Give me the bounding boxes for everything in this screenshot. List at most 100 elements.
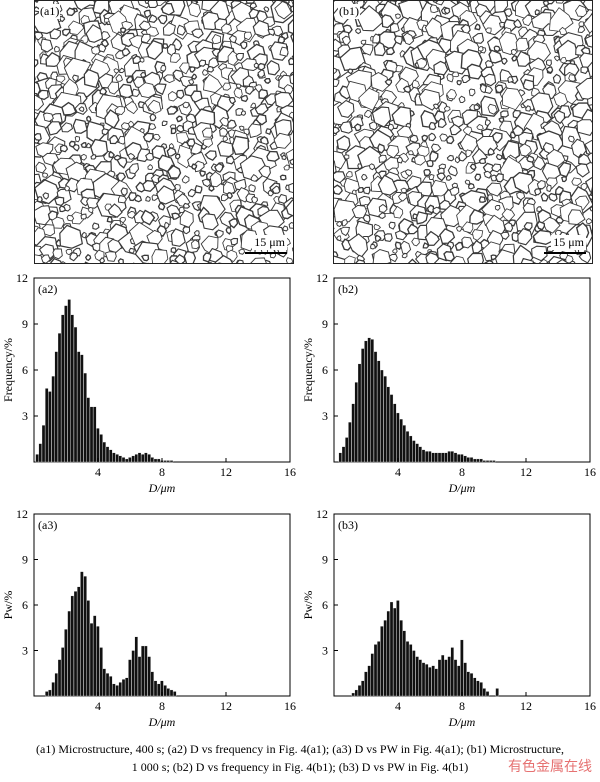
- bar-a3-35: [157, 683, 161, 697]
- x-tick-label: 12: [220, 465, 232, 479]
- bar-b2-45: [482, 460, 486, 463]
- bar-b2-13: [380, 369, 384, 463]
- bar-a2-7: [57, 333, 62, 463]
- bar-b2-33: [444, 452, 448, 463]
- bar-a2-34: [144, 452, 148, 463]
- histogram-b2: 4 8 12 16 3 6 9 12 (b2) D/μm Frequency/%: [301, 271, 596, 495]
- bar-a3-31: [144, 645, 148, 697]
- bar-b2-27: [425, 451, 429, 463]
- bar-a3-34: [153, 680, 158, 697]
- bar-a3-27: [131, 650, 135, 697]
- bar-a3-8: [70, 595, 74, 697]
- x-tick-label: 12: [220, 699, 232, 713]
- bar-b3-42: [485, 691, 490, 697]
- bar-b3-2: [357, 685, 362, 697]
- bar-b2-46: [485, 460, 490, 463]
- bar-a3-21: [112, 683, 116, 697]
- bar-b2-24: [415, 443, 419, 463]
- x-tick-label: 12: [520, 699, 532, 713]
- bar-b3-34: [460, 639, 464, 697]
- y-tick-label: 6: [322, 598, 328, 612]
- x-tick-label: 8: [159, 465, 165, 479]
- micrograph-a1: (a1) 15 μm: [34, 0, 294, 264]
- bar-a2-41: [166, 460, 170, 463]
- chart-b2: 4 8 12 16 3 6 9 12 (b2) D/μm Frequency/%: [300, 271, 600, 509]
- histogram-a2: 4 8 12 16 3 6 9 12 (a2) D/μm Frequency/%: [1, 271, 296, 495]
- bar-a3-4: [57, 659, 62, 697]
- y-axis-label: Pw/%: [1, 591, 15, 620]
- bar-b3-17: [405, 641, 410, 697]
- bar-b3-14: [396, 600, 400, 697]
- bar-b3-40: [479, 682, 483, 697]
- bar-b2-41: [469, 457, 474, 463]
- bar-b2-40: [466, 457, 470, 463]
- bar-b2-31: [437, 452, 442, 463]
- bar-b3-5: [367, 665, 371, 697]
- bar-b2-32: [441, 452, 445, 463]
- bar-b3-19: [412, 650, 416, 697]
- y-tick-label: 3: [22, 644, 28, 658]
- bar-a2-35: [147, 454, 151, 463]
- y-axis-label: Frequency/%: [1, 338, 15, 402]
- bar-b3-16: [402, 630, 406, 697]
- bar-b3-26: [434, 668, 438, 697]
- y-tick-label: 3: [322, 644, 328, 658]
- y-tick-label: 12: [16, 507, 28, 521]
- bar-a2-17: [89, 406, 94, 463]
- y-tick-label: 9: [22, 553, 28, 567]
- bar-a2-33: [141, 454, 145, 463]
- bar-b3-11: [386, 610, 390, 697]
- panel-label: (b2): [338, 282, 358, 296]
- bar-a3-0: [45, 691, 49, 697]
- x-tick-label: 12: [520, 465, 532, 479]
- bar-b2-26: [421, 449, 426, 463]
- figure-caption: (a1) Microstructure, 400 s; (a2) D vs fr…: [0, 740, 600, 776]
- bar-a3-18: [102, 668, 106, 697]
- y-tick-label: 9: [322, 317, 328, 331]
- bar-b2-30: [434, 452, 438, 463]
- bar-a2-37: [153, 458, 158, 463]
- panel-label: (a2): [38, 282, 57, 296]
- bar-b2-0: [338, 452, 342, 463]
- bar-a2-11: [70, 314, 74, 463]
- bar-a3-1: [48, 689, 52, 697]
- x-tick-label: 8: [159, 699, 165, 713]
- bar-b3-25: [431, 665, 435, 697]
- bar-b2-17: [393, 403, 397, 463]
- bar-a2-23: [109, 449, 113, 463]
- bar-a2-10: [67, 299, 71, 463]
- bar-a3-24: [121, 679, 126, 697]
- bar-a3-5: [61, 647, 65, 697]
- x-tick-label: 16: [284, 465, 296, 479]
- y-tick-label: 6: [322, 363, 328, 377]
- bar-a2-6: [54, 351, 58, 463]
- bar-a2-5: [51, 375, 55, 463]
- bar-a2-24: [112, 452, 116, 463]
- bar-a3-23: [118, 682, 122, 697]
- y-tick-label: 12: [316, 271, 328, 285]
- bar-b3-18: [409, 644, 413, 697]
- bar-b2-19: [399, 418, 403, 463]
- bar-b2-8: [364, 340, 368, 463]
- bar-a3-22: [115, 685, 119, 697]
- bar-a3-11: [80, 571, 84, 697]
- chart-b3: 4 8 12 16 3 6 9 12 (b3) D/μm Pw/%: [300, 507, 600, 743]
- bar-a3-10: [77, 586, 81, 697]
- bar-a2-27: [121, 457, 126, 463]
- bar-b2-29: [431, 452, 435, 463]
- bar-b2-34: [447, 451, 451, 463]
- y-tick-label: 9: [22, 317, 28, 331]
- bar-b2-14: [383, 375, 387, 463]
- bar-a2-29: [128, 457, 132, 463]
- bar-a3-12: [83, 576, 87, 697]
- bar-a3-26: [128, 659, 132, 697]
- bar-b2-37: [457, 454, 461, 463]
- bar-a2-9: [64, 305, 68, 463]
- chart-a3: 4 8 12 16 3 6 9 12 (a3) D/μm Pw/%: [0, 507, 300, 743]
- y-tick-label: 9: [322, 553, 328, 567]
- bar-a2-21: [102, 441, 106, 463]
- bar-a2-32: [137, 452, 142, 463]
- bar-a2-4: [48, 391, 52, 463]
- bar-b2-6: [357, 363, 362, 463]
- bar-b2-20: [402, 425, 406, 463]
